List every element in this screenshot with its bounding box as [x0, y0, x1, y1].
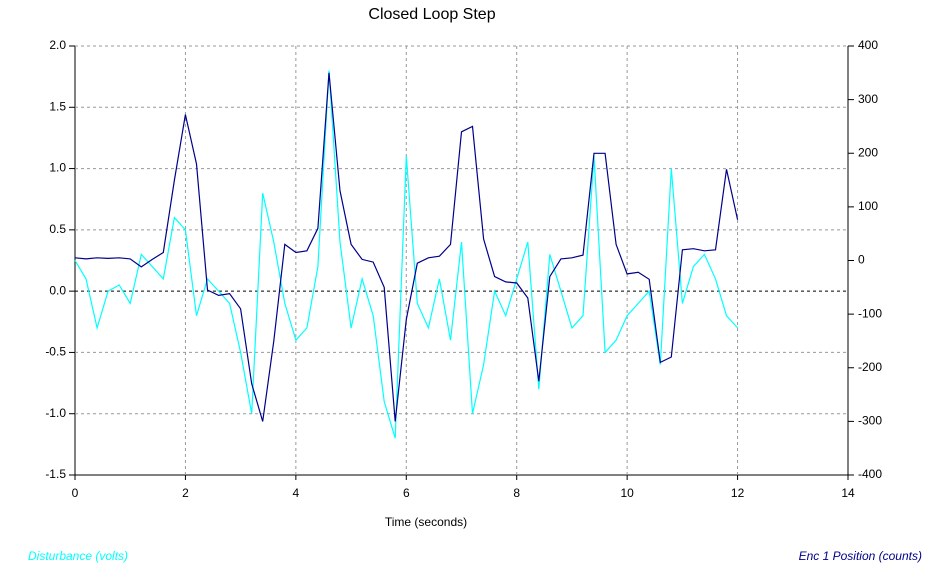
y2-tick-label: -100 — [858, 306, 882, 320]
chart-title: Closed Loop Step — [368, 6, 495, 23]
x-tick-label: 14 — [841, 486, 855, 500]
series-line — [74, 70, 739, 439]
y2-tick-label: 200 — [858, 145, 878, 159]
x-tick-label: 6 — [403, 486, 410, 500]
x-tick-label: 2 — [182, 486, 189, 500]
y-tick-label: -1.0 — [45, 406, 66, 420]
x-tick-label: 0 — [72, 486, 79, 500]
series-line — [74, 72, 739, 422]
y-tick-label: 2.0 — [49, 38, 66, 52]
y2-tick-label: -200 — [858, 360, 882, 374]
x-tick-label: 10 — [620, 486, 634, 500]
y-tick-label: 0.0 — [49, 283, 66, 297]
y-tick-label: 0.5 — [49, 222, 66, 236]
y2-tick-label: 0 — [858, 253, 865, 267]
y2-tick-label: -300 — [858, 414, 882, 428]
y2-tick-label: 400 — [858, 38, 878, 52]
legend-label: Disturbance (volts) — [28, 549, 128, 563]
x-axis-label: Time (seconds) — [385, 515, 467, 529]
y2-tick-label: 100 — [858, 199, 878, 213]
x-tick-label: 12 — [731, 486, 745, 500]
y-tick-label: 1.5 — [49, 99, 66, 113]
y2-tick-label: -400 — [858, 467, 882, 481]
x-tick-label: 8 — [513, 486, 520, 500]
x-tick-label: 4 — [293, 486, 300, 500]
y-tick-label: 1.0 — [49, 161, 66, 175]
y-tick-label: -0.5 — [45, 345, 66, 359]
y-tick-label: -1.5 — [45, 467, 66, 481]
y2-tick-label: 300 — [858, 92, 878, 106]
legend-label: Enc 1 Position (counts) — [799, 549, 922, 563]
